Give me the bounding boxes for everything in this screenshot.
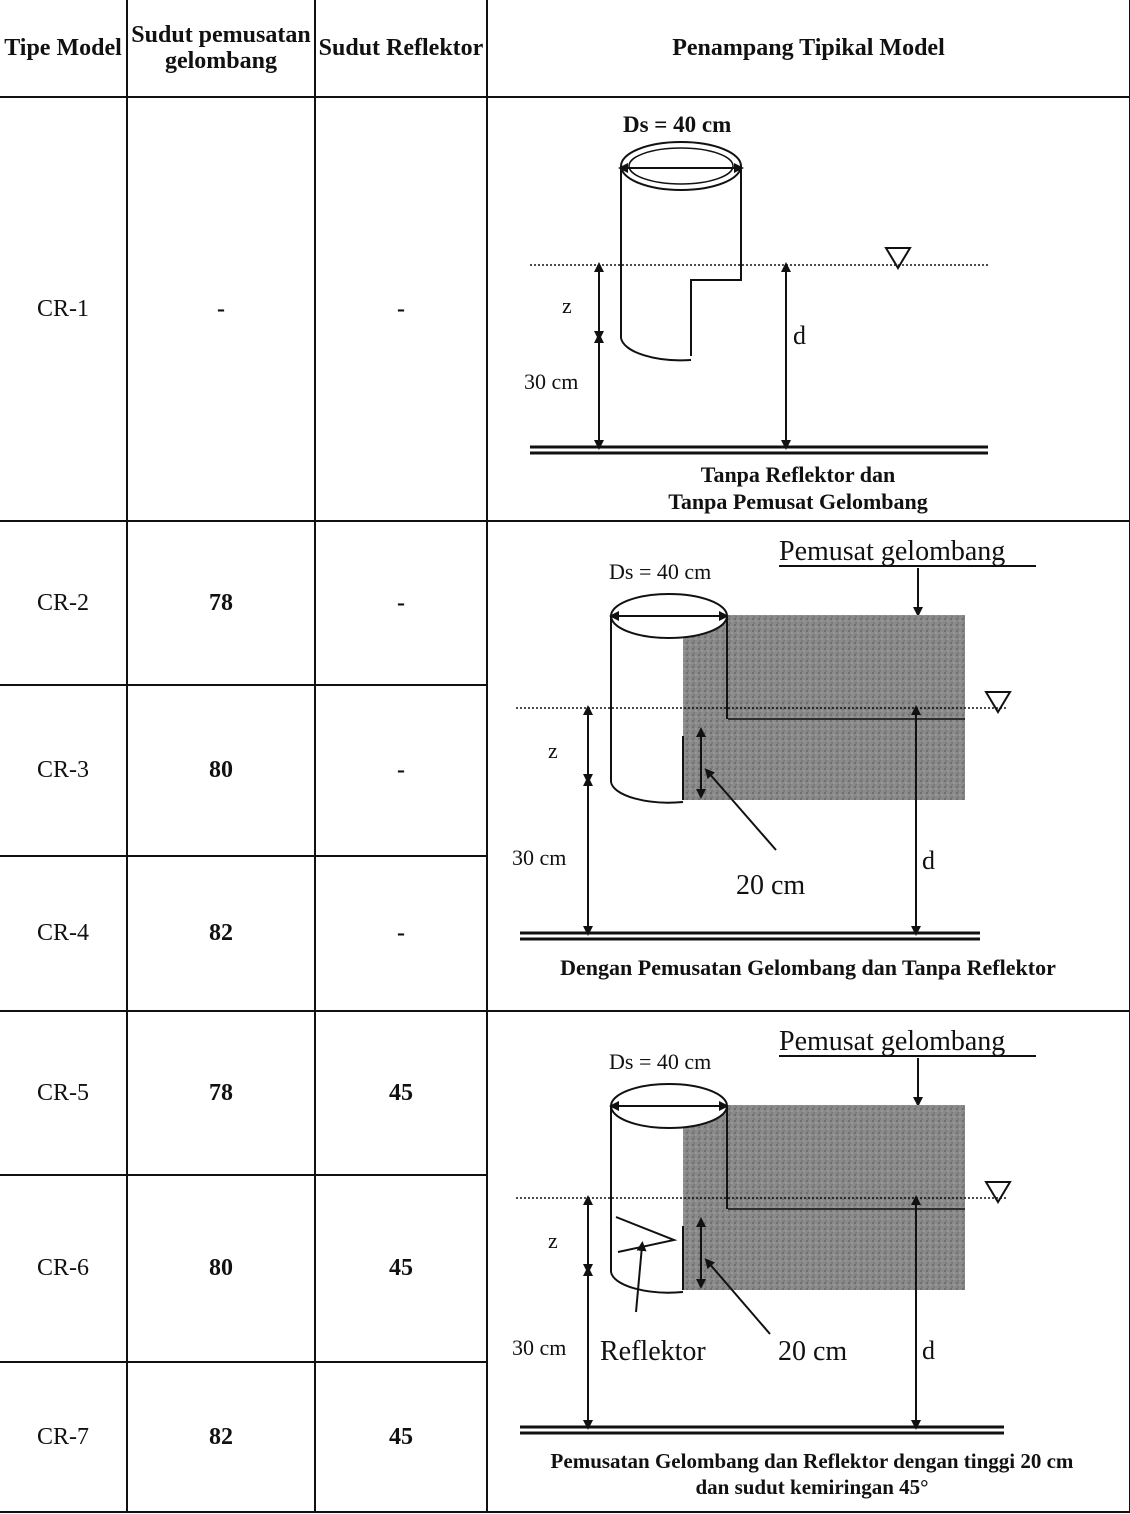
base-label: 30 cm: [524, 369, 578, 394]
row-type: CR-7: [0, 1361, 128, 1513]
header-reflector-angle: Sudut Reflektor: [314, 0, 488, 98]
cylinder-bottom: [620, 337, 692, 362]
caption-line-2: dan sudut kemiringan 45°: [695, 1475, 928, 1499]
table-row: CR-1 - - Ds = 40 cm z 30 cm: [0, 96, 1130, 522]
diameter-label: Ds = 40 cm: [609, 1049, 711, 1074]
z-label: z: [548, 738, 558, 763]
row-type: CR-4: [0, 855, 128, 1012]
header-section: Penampang Tipikal Model: [486, 0, 1130, 98]
z-label: z: [562, 293, 572, 318]
header-wave-angle: Sudut pemusatan gelombang: [126, 0, 316, 98]
row-type: CR-3: [0, 684, 128, 857]
water-level-icon: [884, 247, 912, 270]
focuser-label: Pemusat gelombang: [779, 1026, 1005, 1057]
diagram-cell-cr5-cr7: Pemusat gelombang Ds = 40 cm: [486, 1010, 1130, 1513]
z-label: z: [548, 1228, 558, 1253]
cylinder-bottom: [610, 781, 684, 804]
depth-label: d: [922, 1336, 935, 1365]
row-reflector-angle: 45: [314, 1010, 488, 1176]
diagram-focuser: Pemusat gelombang Ds = 40 cm: [512, 536, 1056, 980]
cylinder-bottom: [610, 1271, 684, 1294]
table-row: CR-7 82 45: [0, 1361, 1130, 1513]
row-reflector-angle: -: [314, 520, 488, 686]
water-level-icon: [984, 1181, 1012, 1204]
row-wave-angle: 78: [126, 1010, 316, 1176]
row-wave-angle: 82: [126, 855, 316, 1012]
diameter-label: Ds = 40 cm: [609, 559, 711, 584]
row-reflector-angle: 45: [314, 1174, 488, 1363]
diagram-cell-cr1: Ds = 40 cm z 30 cm d: [486, 96, 1130, 522]
row-wave-angle: 82: [126, 1361, 316, 1513]
row-reflector-angle: -: [314, 684, 488, 857]
reflector-pointer: [635, 1241, 647, 1313]
reflector-label: Reflektor: [600, 1336, 706, 1367]
cylinder-top: [620, 141, 742, 191]
caption-line-1: Tanpa Reflektor dan: [701, 462, 895, 487]
row-type: CR-5: [0, 1010, 128, 1176]
depth-label: d: [922, 846, 935, 875]
base-label: 30 cm: [512, 845, 566, 870]
table-row: CR-3 80 -: [0, 684, 1130, 857]
height-pointer: [704, 1258, 771, 1335]
diagram-focuser-reflector: Pemusat gelombang Ds = 40 cm: [512, 1026, 1074, 1499]
height-label: 20 cm: [778, 1336, 847, 1367]
row-wave-angle: 78: [126, 520, 316, 686]
row-reflector-angle: 45: [314, 1361, 488, 1513]
table-row: CR-5 78 45 Pemusat gelombang Ds = 40 cm: [0, 1010, 1130, 1513]
caption-line-2: Tanpa Pemusat Gelombang: [668, 489, 928, 514]
focuser-label: Pemusat gelombang: [779, 536, 1005, 567]
row-type: CR-2: [0, 520, 128, 686]
row-type: CR-1: [0, 96, 128, 522]
table-row: CR-4 82 -: [0, 855, 1130, 1012]
depth-label: d: [793, 321, 806, 350]
caption-line-1: Pemusatan Gelombang dan Reflektor dengan…: [551, 1449, 1074, 1473]
height-label: 20 cm: [736, 870, 805, 901]
water-level-icon: [984, 691, 1012, 714]
row-reflector-angle: -: [314, 96, 488, 522]
diagram-cell-cr2-cr4: Pemusat gelombang Ds = 40 cm: [486, 520, 1130, 1012]
cylinder-cutout: [690, 166, 742, 356]
caption: Dengan Pemusatan Gelombang dan Tanpa Ref…: [560, 955, 1056, 980]
header-type: Tipe Model: [0, 0, 128, 98]
row-wave-angle: 80: [126, 684, 316, 857]
height-pointer: [704, 768, 777, 851]
table-row: CR-2 78 - Pemusat gelombang Ds = 40 cm: [0, 520, 1130, 1012]
diagram-no-reflector: Ds = 40 cm z 30 cm d: [524, 112, 988, 514]
row-wave-angle: 80: [126, 1174, 316, 1363]
reflector-plate: [615, 1216, 678, 1253]
row-reflector-angle: -: [314, 855, 488, 1012]
table-row: CR-6 80 45: [0, 1174, 1130, 1363]
row-wave-angle: -: [126, 96, 316, 522]
header-row: Tipe Model Sudut pemusatan gelombang Sud…: [0, 0, 1130, 98]
diameter-label: Ds = 40 cm: [623, 112, 731, 137]
row-type: CR-6: [0, 1174, 128, 1363]
base-label: 30 cm: [512, 1335, 566, 1360]
